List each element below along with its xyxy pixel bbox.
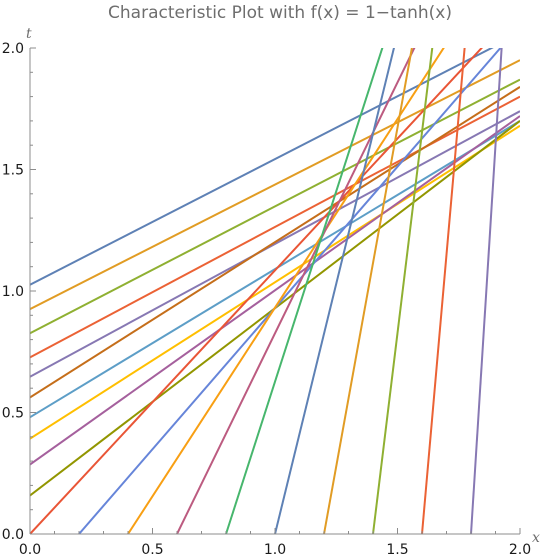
x-tick-label: 0.0 [19, 542, 41, 557]
series-line-15 [225, 48, 384, 534]
y-tick-label: 0.0 [2, 527, 24, 543]
series-line-16 [274, 48, 395, 534]
series-line-11 [30, 48, 483, 534]
series-line-14 [176, 48, 416, 534]
series-line-10 [30, 120, 520, 497]
series-line-2 [30, 59, 520, 311]
y-tick-label: 0.5 [2, 406, 24, 422]
series-line-1 [30, 48, 494, 286]
series-line-4 [30, 95, 520, 359]
y-tick-label: 1.0 [2, 284, 24, 300]
axes-layer: 0.0 0.5 1.0 1.5 2.0 0.0 0.5 1.0 1.5 2.0 [2, 41, 531, 557]
x-tick-label: 2.0 [509, 542, 531, 557]
series-line-19 [421, 48, 466, 534]
y-tick-label: 1.5 [2, 163, 24, 179]
y-tick-label: 2.0 [2, 41, 24, 57]
series-line-9 [30, 115, 520, 466]
series-line-8 [30, 124, 520, 440]
series-layer [30, 48, 520, 534]
x-tick-label: 0.5 [141, 542, 163, 557]
series-line-6 [30, 86, 520, 399]
chart-title: Characteristic Plot with f(x) = 1−tanh(x… [108, 3, 452, 23]
series-line-17 [323, 48, 413, 534]
x-tick-label: 1.0 [264, 542, 286, 557]
series-line-5 [30, 110, 520, 378]
y-axis-label: t [26, 26, 32, 42]
series-line-12 [78, 48, 502, 534]
series-line-20 [470, 48, 503, 534]
x-axis-label: x [532, 530, 540, 546]
series-line-7 [30, 120, 520, 419]
series-line-13 [127, 48, 445, 534]
series-line-3 [30, 78, 520, 335]
series-line-18 [372, 48, 434, 534]
x-tick-label: 1.5 [386, 542, 408, 557]
